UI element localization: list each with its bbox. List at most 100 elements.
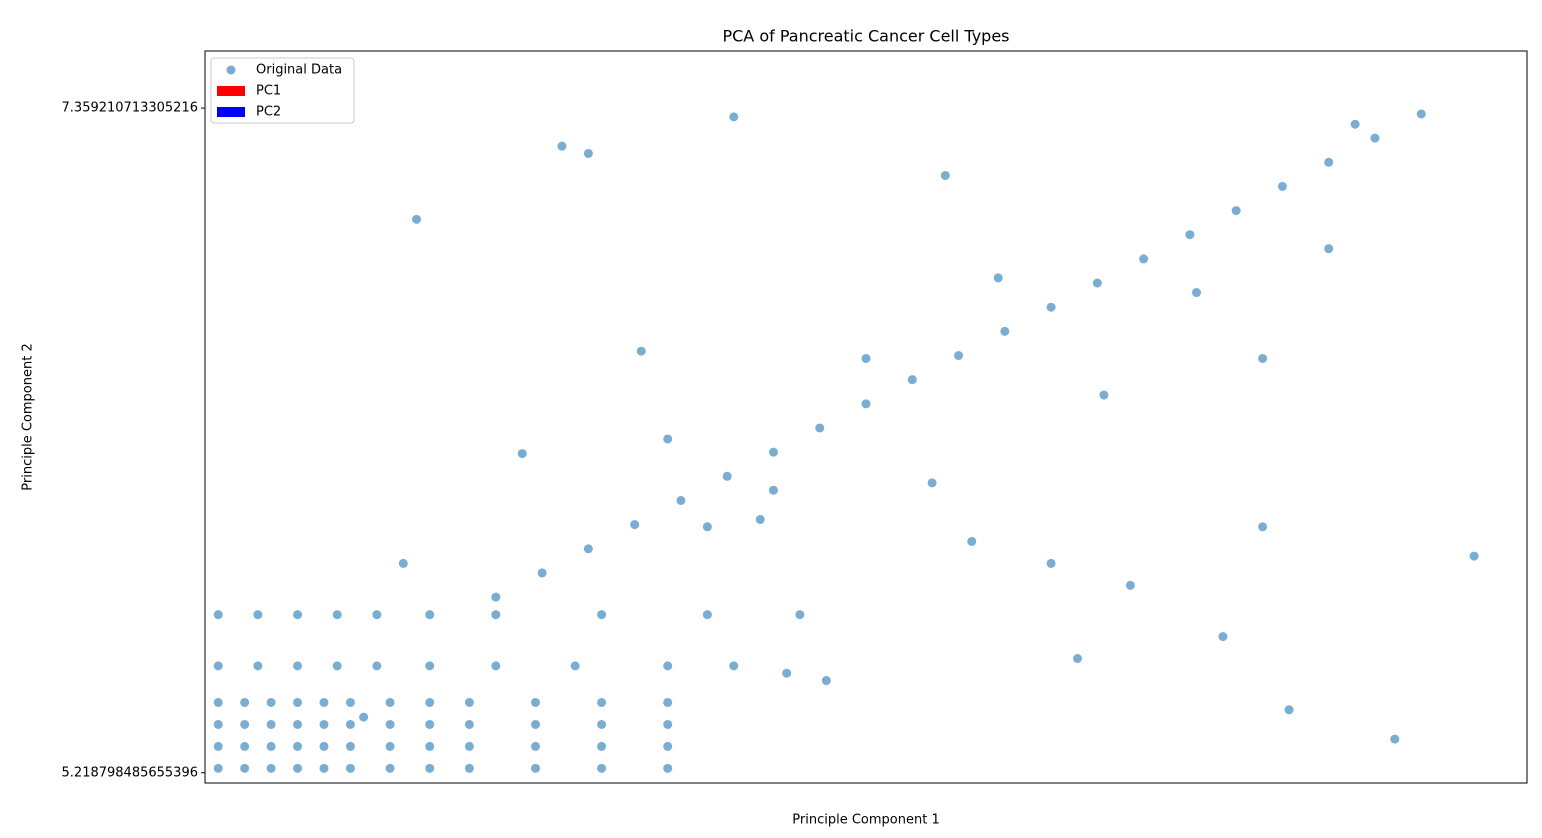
point <box>1000 326 1010 336</box>
point <box>927 478 937 488</box>
point <box>663 763 673 773</box>
point <box>1192 288 1201 298</box>
point <box>253 610 263 620</box>
legend-box <box>210 57 355 124</box>
point <box>385 719 395 729</box>
point <box>1046 558 1056 568</box>
point <box>702 610 712 620</box>
point <box>531 763 540 773</box>
point <box>491 610 501 620</box>
point <box>319 697 329 707</box>
point <box>795 610 805 620</box>
point <box>1350 119 1360 129</box>
point <box>557 141 567 151</box>
point <box>663 697 673 707</box>
point <box>1324 157 1334 167</box>
point <box>345 719 355 729</box>
legend-patch <box>217 86 245 96</box>
point <box>266 741 276 751</box>
x-axis-label: Principle Component 1 <box>792 813 939 828</box>
point <box>663 661 673 671</box>
legend-label: PC2 <box>256 105 281 120</box>
point <box>240 763 250 773</box>
point <box>293 741 303 751</box>
point <box>425 697 435 707</box>
point <box>491 592 501 602</box>
point <box>345 697 355 707</box>
legend: Original Data PC1 PC2 <box>210 57 355 124</box>
point <box>861 399 871 409</box>
point <box>861 353 871 363</box>
point <box>531 697 540 707</box>
point <box>293 697 303 707</box>
point <box>1324 244 1334 254</box>
point <box>954 351 964 361</box>
point <box>1139 254 1149 264</box>
point <box>1218 632 1228 642</box>
point <box>1046 302 1056 312</box>
point <box>1469 551 1479 561</box>
point <box>1231 206 1241 216</box>
point <box>266 719 276 729</box>
point <box>425 741 435 751</box>
point <box>1125 580 1135 590</box>
point <box>1258 353 1268 363</box>
point <box>768 447 778 457</box>
point <box>597 763 607 773</box>
point <box>940 170 950 180</box>
point <box>583 544 593 554</box>
point <box>630 520 640 530</box>
point <box>266 697 276 707</box>
point <box>293 610 303 620</box>
point <box>385 697 395 707</box>
point <box>967 536 977 546</box>
point <box>815 423 825 433</box>
point <box>385 741 395 751</box>
point <box>213 661 223 671</box>
point <box>702 522 712 532</box>
legend-patch <box>217 107 245 117</box>
point <box>782 668 792 678</box>
point <box>636 346 646 356</box>
point <box>1092 278 1102 288</box>
point <box>570 661 580 671</box>
chart-title: PCA of Pancreatic Cancer Cell Types <box>722 27 1009 46</box>
point <box>425 610 435 620</box>
point <box>583 148 593 158</box>
point <box>372 661 382 671</box>
plot-frame <box>204 50 1528 784</box>
point <box>345 763 355 773</box>
point <box>663 741 673 751</box>
point <box>293 719 303 729</box>
point <box>491 661 501 671</box>
point <box>1099 390 1109 400</box>
point <box>1185 230 1195 240</box>
point <box>464 697 474 707</box>
point <box>213 719 223 729</box>
point <box>729 661 739 671</box>
point <box>755 514 765 524</box>
point <box>517 449 527 459</box>
legend-marker <box>226 65 236 75</box>
point <box>597 741 607 751</box>
point <box>398 558 408 568</box>
y-tick-label: 5.218798485655396 <box>62 765 198 780</box>
legend-label: PC1 <box>256 84 281 99</box>
point <box>663 719 673 729</box>
point <box>425 661 435 671</box>
point <box>1390 734 1400 744</box>
point <box>240 741 250 751</box>
point <box>821 676 831 686</box>
point <box>597 610 607 620</box>
y-axis-label: Principle Component 2 <box>21 343 36 490</box>
point <box>993 273 1003 283</box>
point <box>345 741 355 751</box>
point <box>319 719 329 729</box>
point <box>1370 133 1380 143</box>
point <box>1284 705 1294 715</box>
point <box>372 610 382 620</box>
y-tick-label: 7.359210713305216 <box>62 101 198 116</box>
point <box>213 610 223 620</box>
point <box>663 434 673 444</box>
